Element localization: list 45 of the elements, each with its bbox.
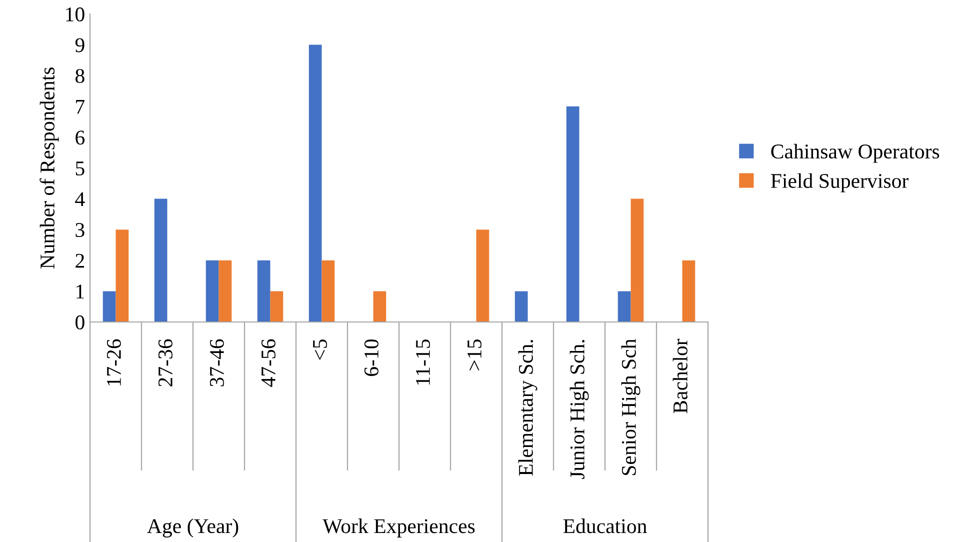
y-tick-label: 10 [66,7,84,22]
y-tick-label: 5 [76,162,84,176]
x-tick-label: 47-56 [261,339,276,387]
bar [630,198,644,322]
bar [566,106,580,322]
y-tick-label: 8 [76,68,84,84]
y-tick-label: 2 [76,254,84,268]
legend-label: Cahinsaw Operators [771,144,940,163]
bar [682,260,696,322]
bar [476,230,490,322]
x-tick-label: Senior High Sch [621,338,640,475]
x-tick-label: <5 [313,339,327,360]
bar [154,198,168,322]
bar [102,291,116,322]
y-tick-label: 4 [75,192,85,206]
x-tick-label: Junior High Sch. [570,340,589,479]
y-tick-label: 1 [76,284,84,298]
x-tick-label: Bachelor [672,338,688,414]
legend-label: Field Supervisor [770,173,908,192]
bar [257,260,270,322]
y-tick-label: 6 [76,130,85,145]
x-tick-label: Elementary Sch. [518,340,538,476]
x-tick-label: 27-36 [158,339,172,386]
y-tick-label: 0 [76,315,84,330]
bar [322,260,335,322]
y-tick-label: 9 [75,38,84,52]
y-tick-label: 7 [76,100,85,114]
bar [618,291,631,322]
bar [270,291,284,322]
bar [308,44,322,322]
x-tick-label: 6-10 [364,339,378,376]
x-tick-label: 17-26 [106,339,121,386]
bar [373,291,386,322]
bar [116,230,129,322]
bar [514,291,528,322]
text: Work Experiences [322,518,475,538]
x-tick-label: >15 [468,339,482,370]
x-tick-label: 37-46 [210,339,224,386]
bar [206,260,219,322]
y-tick-label: 3 [76,223,84,238]
y-axis-title: Number of Respondents [40,68,59,269]
text: Education [563,518,647,534]
text: Age (Year) [147,518,238,538]
x-tick-label: 11-15 [416,339,430,385]
bar [218,260,232,322]
